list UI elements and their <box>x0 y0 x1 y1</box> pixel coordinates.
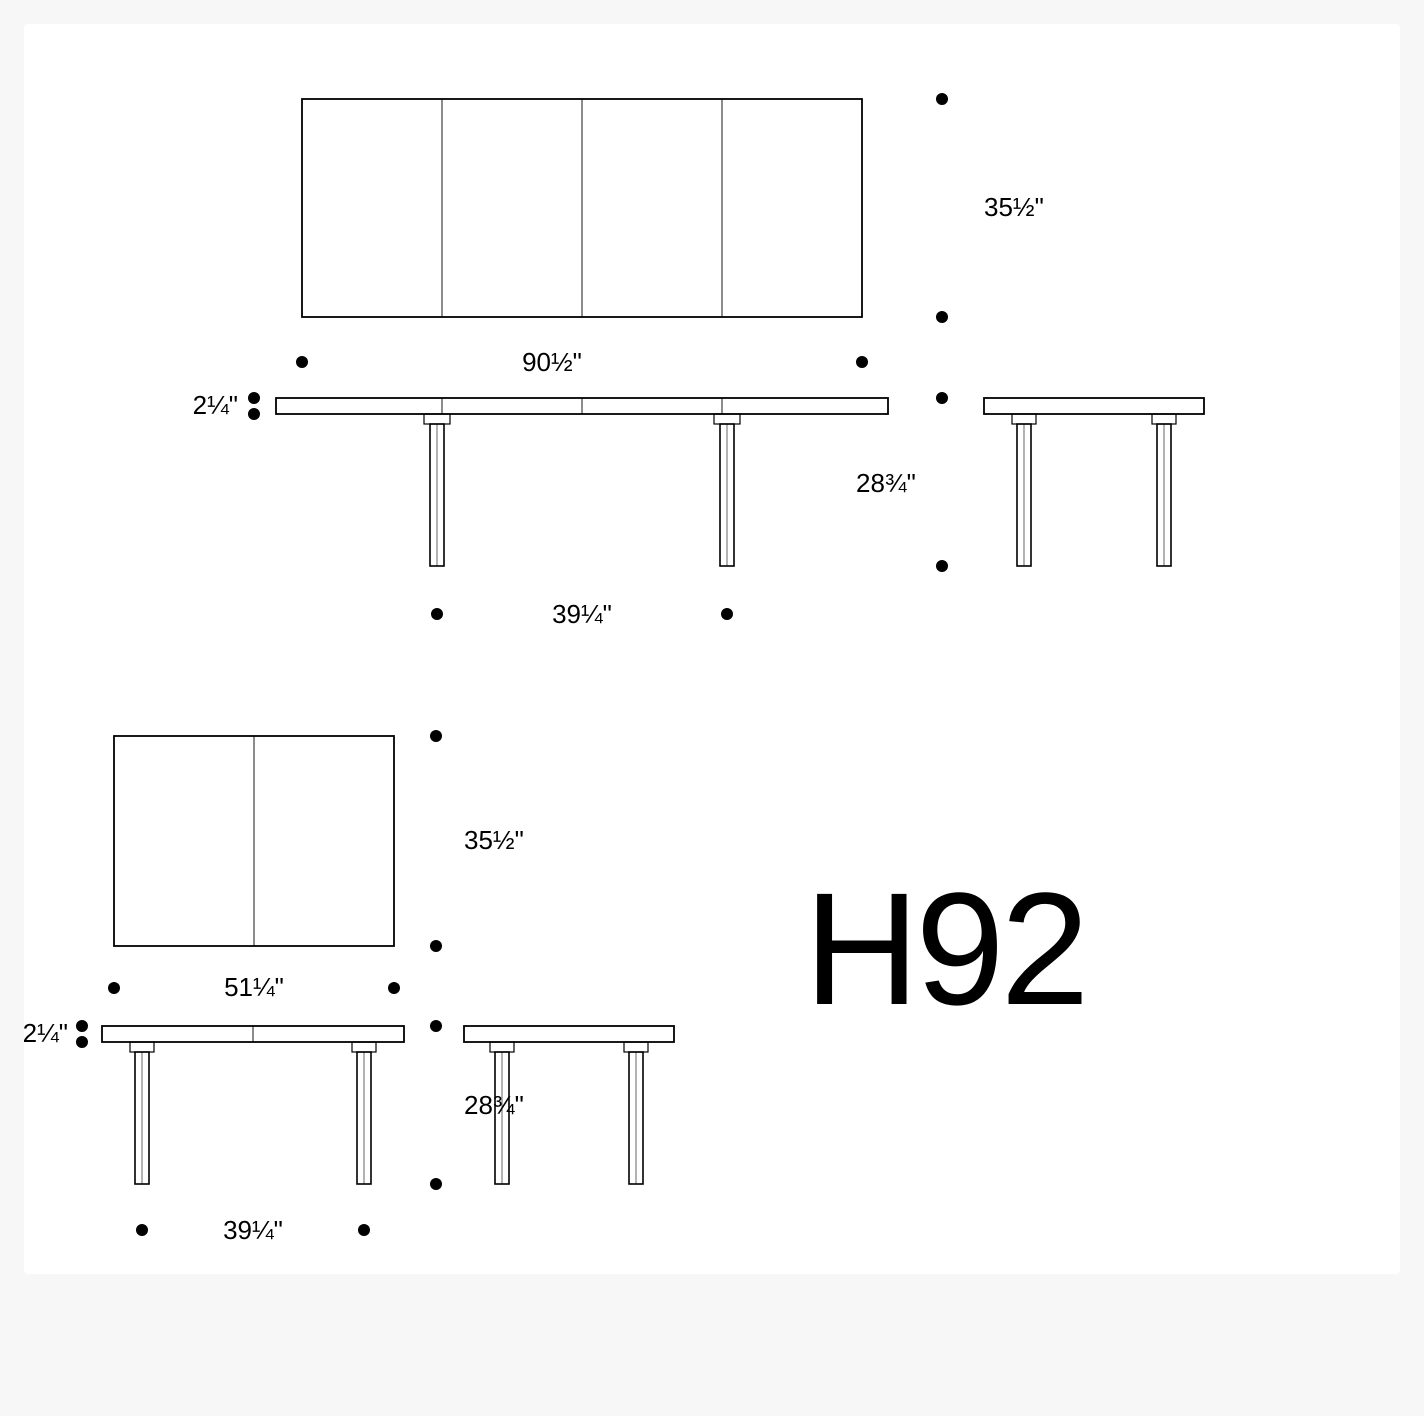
technical-drawing: 35½" 90½" <box>24 24 1400 1274</box>
upper-legspacing-label: 39¼" <box>552 599 612 629</box>
upper-side-view <box>984 398 1204 566</box>
lower-legspacing-label: 39¼" <box>223 1215 283 1245</box>
upper-width-label: 90½" <box>522 347 582 377</box>
lower-front-view <box>102 1026 404 1184</box>
lower-depth-label: 35½" <box>464 825 524 855</box>
upper-width-dim: 90½" <box>296 347 868 377</box>
upper-thickness-label: 2¼" <box>193 390 238 420</box>
upper-thickness-dim: 2¼" <box>193 390 260 420</box>
lower-width-dim: 51¼" <box>108 972 400 1002</box>
upper-depth-dim: 35½" <box>936 93 1044 323</box>
drawing-card: 35½" 90½" <box>24 24 1400 1274</box>
upper-legspacing-dim: 39¼" <box>431 599 733 629</box>
lower-width-label: 51¼" <box>224 972 284 1002</box>
upper-depth-label: 35½" <box>984 192 1044 222</box>
model-label: H92 <box>804 859 1086 1038</box>
upper-height-dim: 28¾" <box>856 392 948 572</box>
upper-height-label: 28¾" <box>856 468 916 498</box>
upper-front-view <box>276 398 888 566</box>
lower-thickness-label: 2¼" <box>24 1018 68 1048</box>
lower-depth-dim: 35½" <box>430 730 524 952</box>
lower-plan-view <box>114 736 394 946</box>
lower-height-label: 28¾" <box>464 1090 524 1120</box>
lower-thickness-dim: 2¼" <box>24 1018 88 1048</box>
page-background: 35½" 90½" <box>0 0 1424 1416</box>
upper-plan-view <box>302 99 862 317</box>
lower-legspacing-dim: 39¼" <box>136 1215 370 1245</box>
